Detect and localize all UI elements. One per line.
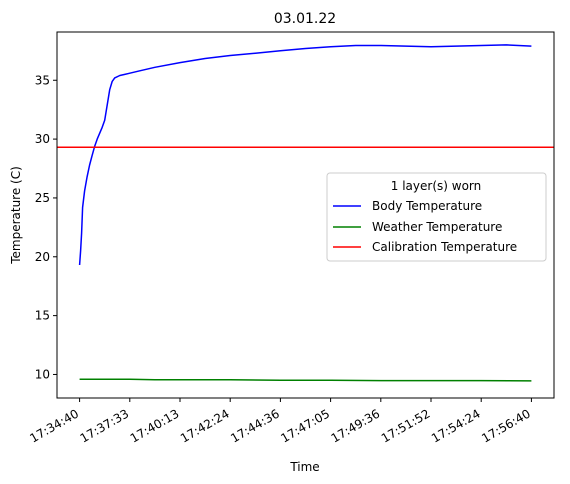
y-tick-label: 10 <box>35 367 50 381</box>
y-tick-label: 15 <box>35 309 50 323</box>
y-tick-label: 35 <box>35 73 50 87</box>
y-tick-label: 20 <box>35 250 50 264</box>
x-axis-title: Time <box>289 460 319 474</box>
chart-title: 03.01.22 <box>274 11 336 27</box>
series-line-body-temperature <box>78 44 532 266</box>
legend-box <box>326 172 547 262</box>
y-tick-label: 30 <box>35 132 50 146</box>
legend-label-body: Body Temperature <box>372 199 482 213</box>
y-axis-title: Temperature (C) <box>9 166 23 265</box>
y-axis: 10 15 20 25 30 35 <box>35 73 57 381</box>
legend-title: 1 layer(s) worn <box>391 179 481 193</box>
plot-frame <box>56 31 555 399</box>
legend-label-weather: Weather Temperature <box>372 220 502 234</box>
legend-label-calibration: Calibration Temperature <box>372 240 517 254</box>
y-tick-label: 25 <box>35 191 50 205</box>
legend: 1 layer(s) worn Body Temperature Weather… <box>326 172 547 262</box>
plot-lines <box>57 44 554 382</box>
series-line-weather-temperature <box>79 378 532 382</box>
